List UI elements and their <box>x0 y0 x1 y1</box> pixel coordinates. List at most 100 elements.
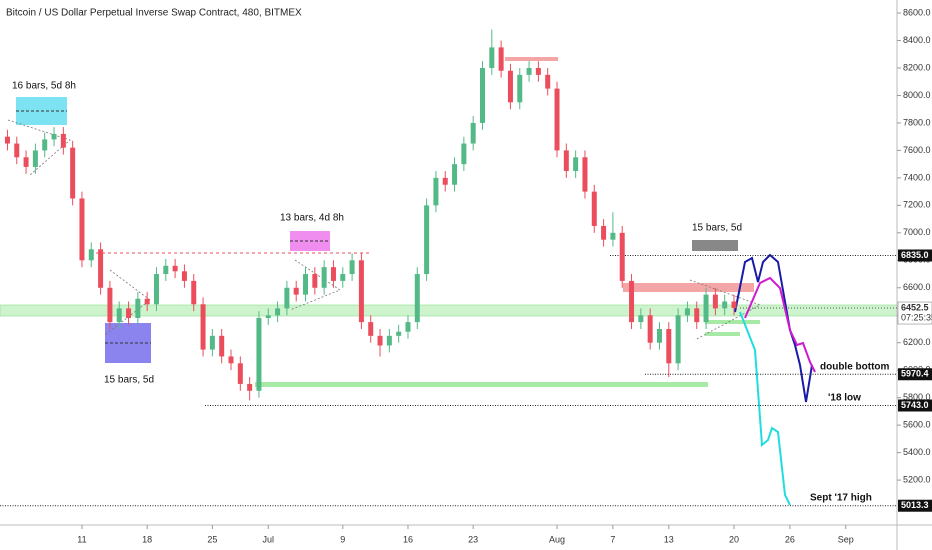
level-label-bg <box>898 368 932 381</box>
candle-body <box>181 271 187 281</box>
candle-body <box>517 74 523 103</box>
y-tick-label: 5600.0 <box>903 420 931 430</box>
candle-body <box>358 260 364 323</box>
annotation: 16 bars, 5d 8h <box>12 81 76 92</box>
y-tick-label: 8000.0 <box>903 90 931 100</box>
candle-body <box>703 294 709 323</box>
countdown: 07:25:35 <box>901 312 932 322</box>
candle-body <box>405 322 411 332</box>
candle-body <box>303 274 309 295</box>
x-tick-label: 9 <box>340 534 345 544</box>
x-tick-label: Jul <box>263 534 275 544</box>
candle-body <box>694 308 700 323</box>
candle-body <box>377 335 383 346</box>
candle-body <box>330 267 336 281</box>
candle-body <box>666 328 672 364</box>
annotation: 15 bars, 5d <box>104 375 154 386</box>
candle-body <box>638 315 644 323</box>
level-label: 6835.0 <box>901 250 929 260</box>
bar-range-box <box>692 240 738 251</box>
last-price-label: 6452.5 <box>901 302 929 312</box>
candle-body <box>368 322 374 336</box>
candle-body <box>14 143 20 158</box>
projection-line <box>739 311 791 506</box>
candle-body <box>107 287 113 323</box>
candle-body <box>70 147 76 199</box>
candle-body <box>563 150 569 172</box>
x-tick-label: 11 <box>77 534 86 544</box>
triangle <box>689 279 761 341</box>
candle-body <box>228 356 234 364</box>
candle-body <box>191 280 197 305</box>
candle-body <box>153 274 159 305</box>
x-tick-label: 25 <box>207 534 217 544</box>
candle-body <box>452 164 458 185</box>
last-price-bg <box>897 301 932 325</box>
candle-body <box>554 88 560 151</box>
candle-body <box>610 232 616 240</box>
candle-body <box>32 150 38 167</box>
candle-body <box>684 308 690 316</box>
x-tick-label: 20 <box>729 534 739 544</box>
candle-body <box>42 139 48 151</box>
candle-body <box>535 67 541 75</box>
candle-body <box>4 136 10 144</box>
candle-body <box>98 249 104 288</box>
candle-body <box>675 315 681 364</box>
candle-body <box>396 331 402 336</box>
candle-body <box>526 67 532 75</box>
x-tick-label: 7 <box>610 534 615 544</box>
y-tick-label: 5400.0 <box>903 447 931 457</box>
candle-body <box>712 294 718 309</box>
annotation: Sept '17 high <box>810 493 872 504</box>
candle-body <box>573 157 579 172</box>
annotation: 15 bars, 5d <box>692 223 742 234</box>
candle-body <box>237 363 243 384</box>
candle-body <box>498 47 504 71</box>
x-tick-label: Aug <box>549 534 565 544</box>
resistance-zone <box>505 57 558 61</box>
candle-body <box>656 328 662 343</box>
x-tick-label: 16 <box>403 534 413 544</box>
level-label-bg <box>898 399 932 412</box>
candle-body <box>126 308 132 318</box>
candle-body <box>442 177 448 185</box>
y-tick-label: 8600.0 <box>903 7 931 17</box>
candle-body <box>284 287 290 309</box>
x-tick-label: 26 <box>785 534 795 544</box>
candle-body <box>470 122 476 144</box>
candle-body <box>619 232 625 281</box>
resistance-zone <box>623 283 754 292</box>
candle-body <box>424 205 430 275</box>
triangle <box>7 119 71 176</box>
y-tick-label: 5200.0 <box>903 474 931 484</box>
candle-body <box>479 67 485 123</box>
x-tick-label: 23 <box>468 534 478 544</box>
candle-body <box>349 260 355 275</box>
support-zone <box>705 332 740 336</box>
candle-body <box>60 133 66 148</box>
candle-body <box>200 304 206 350</box>
x-tick-label: 13 <box>664 534 674 544</box>
x-tick-label: Sep <box>838 534 854 544</box>
triangle <box>289 259 341 311</box>
support-zone <box>255 382 708 387</box>
drawings <box>0 57 898 506</box>
candle-body <box>116 308 122 323</box>
candle-body <box>507 70 513 103</box>
projection-line <box>744 276 816 373</box>
projection-line <box>734 253 813 403</box>
y-tick-label: 8400.0 <box>903 35 931 45</box>
y-tick-label: 7800.0 <box>903 117 931 127</box>
y-tick-label: 7200.0 <box>903 200 931 210</box>
candle-body <box>275 308 281 316</box>
candle-body <box>414 274 420 323</box>
level-label: 5013.3 <box>901 500 929 510</box>
candle-body <box>23 157 29 167</box>
candle-body <box>172 265 178 272</box>
annotation: '18 low <box>828 393 861 404</box>
candle-body <box>647 315 653 343</box>
candle-body <box>545 74 551 89</box>
candle-body <box>163 265 169 275</box>
